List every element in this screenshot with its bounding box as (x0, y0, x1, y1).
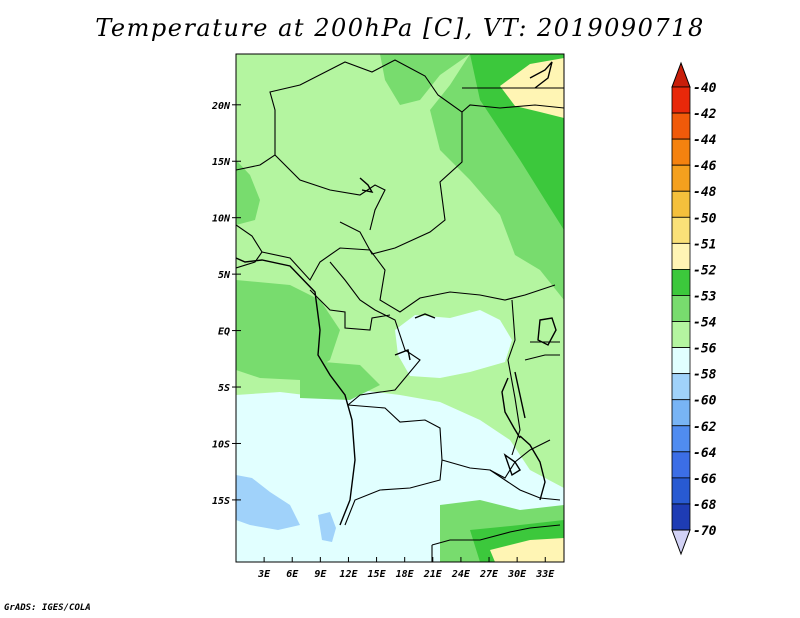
colorbar-box (671, 399, 691, 427)
temperature-field (236, 54, 564, 562)
y-tick-label: 20N (211, 101, 231, 112)
colorbar-box (671, 138, 691, 166)
colder-patch-southwest (236, 475, 300, 530)
colorbar-label: -44 (693, 133, 717, 148)
colorbar-box (671, 503, 691, 531)
colorbar-label: -62 (693, 420, 717, 435)
warm-region-west (236, 280, 340, 380)
colorbar-label: -70 (693, 524, 717, 539)
colorbar-box (671, 190, 691, 218)
colorbar-top-cap (671, 61, 691, 88)
warmest-region-south (490, 538, 564, 562)
y-tick-label: 5S (218, 383, 230, 394)
x-tick-label: 9E (314, 569, 327, 580)
colorbar-label: -51 (693, 237, 716, 252)
x-tick-label: 18E (396, 569, 415, 580)
country-boundaries (236, 59, 564, 562)
y-tick-label: 15N (212, 157, 231, 168)
x-tick-label: 33E (535, 569, 555, 580)
colorbar-label: -48 (693, 185, 717, 200)
colorbar-box (671, 112, 691, 140)
colorbar-label: -56 (693, 342, 717, 357)
colorbar-box (671, 321, 691, 348)
x-tick-label: 30E (507, 569, 527, 580)
x-tick-label: 15E (368, 569, 387, 580)
colorbar-box (671, 347, 691, 375)
chart-title: Temperature at 200hPa [C], VT: 201909071… (95, 14, 705, 42)
x-tick-label: 3E (257, 569, 271, 580)
x-tick-label: 27E (479, 569, 499, 580)
colorbar-box (671, 477, 691, 505)
y-axis: 20N 15N 10N 5N EQ 5S 10S 15S (211, 101, 241, 507)
coastlines-and-lakes (236, 61, 557, 526)
colorbar-label: -60 (693, 394, 717, 409)
colorbar-label: -40 (693, 81, 717, 96)
colorbar-box (671, 242, 691, 270)
colorbar: -40 -42 -44 -46 -48 -50 -51 -52 -53 -54 -56 -58 -60 -… (671, 61, 717, 556)
plot-frame (235, 53, 565, 563)
y-tick-label: EQ (218, 327, 230, 338)
x-tick-label: 21E (423, 569, 443, 580)
colorbar-box (671, 373, 691, 401)
y-tick-label: 15S (212, 496, 230, 507)
warm-region-north (380, 54, 470, 105)
cold-region-congo (395, 310, 512, 378)
colorbar-label: -42 (693, 107, 717, 122)
x-tick-label: 12E (339, 569, 358, 580)
colorbar-box (671, 86, 691, 114)
y-tick-label: 10N (212, 214, 231, 225)
colorbar-label: -64 (693, 446, 717, 461)
y-tick-label: 5N (218, 270, 231, 281)
colorbar-box (671, 425, 691, 453)
colder-patch-small (318, 512, 336, 542)
warm-region-angola (300, 360, 380, 400)
colorbar-label: -52 (693, 263, 717, 278)
x-tick-label: 24E (451, 569, 471, 580)
colorbar-label: -54 (693, 316, 717, 331)
x-axis: 3E 6E 9E 12E 15E 18E 21E 24E 27E 30E 33E (257, 557, 555, 580)
x-tick-label: 6E (286, 569, 299, 580)
colorbar-box (671, 451, 691, 479)
grads-credit: GrADS: IGES/COLA (4, 603, 91, 613)
colorbar-box (671, 295, 691, 322)
colorbar-label: -58 (693, 368, 717, 383)
y-tick-label: 10S (212, 439, 230, 450)
colorbar-label: -50 (693, 211, 717, 226)
colorbar-label: -46 (693, 159, 717, 174)
colorbar-bottom-cap (671, 529, 691, 556)
colorbar-label: -68 (693, 498, 717, 513)
colorbar-box (671, 216, 691, 244)
colorbar-box (671, 269, 691, 296)
colorbar-label: -66 (693, 472, 717, 487)
warm-region-westcoast (236, 160, 260, 225)
colorbar-box (671, 164, 691, 192)
colorbar-label: -53 (693, 289, 717, 304)
